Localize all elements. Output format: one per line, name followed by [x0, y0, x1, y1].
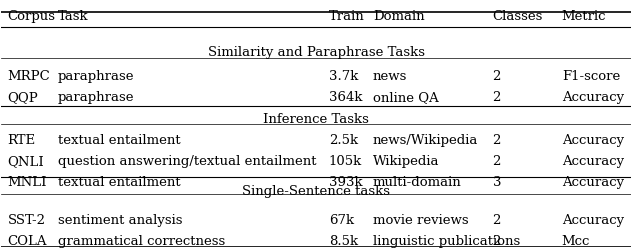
- Text: Accuracy: Accuracy: [562, 91, 624, 104]
- Text: COLA: COLA: [8, 235, 47, 248]
- Text: Accuracy: Accuracy: [562, 214, 624, 227]
- Text: Train: Train: [329, 10, 365, 23]
- Text: 2: 2: [493, 235, 501, 248]
- Text: MRPC: MRPC: [8, 70, 51, 83]
- Text: linguistic publications: linguistic publications: [373, 235, 520, 248]
- Text: 105k: 105k: [329, 155, 362, 168]
- Text: online QA: online QA: [373, 91, 438, 104]
- Text: 3: 3: [493, 176, 501, 189]
- Text: 2: 2: [493, 70, 501, 83]
- Text: paraphrase: paraphrase: [58, 70, 134, 83]
- Text: sentiment analysis: sentiment analysis: [58, 214, 182, 227]
- Text: Corpus: Corpus: [8, 10, 56, 23]
- Text: Similarity and Paraphrase Tasks: Similarity and Paraphrase Tasks: [208, 46, 425, 59]
- Text: movie reviews: movie reviews: [373, 214, 468, 227]
- Text: RTE: RTE: [8, 134, 36, 147]
- Text: 8.5k: 8.5k: [329, 235, 358, 248]
- Text: 2.5k: 2.5k: [329, 134, 358, 147]
- Text: Accuracy: Accuracy: [562, 134, 624, 147]
- Text: Classes: Classes: [493, 10, 543, 23]
- Text: SST-2: SST-2: [8, 214, 45, 227]
- Text: MNLI: MNLI: [8, 176, 47, 189]
- Text: 2: 2: [493, 91, 501, 104]
- Text: 3.7k: 3.7k: [329, 70, 358, 83]
- Text: grammatical correctness: grammatical correctness: [58, 235, 225, 248]
- Text: Accuracy: Accuracy: [562, 176, 624, 189]
- Text: Inference Tasks: Inference Tasks: [263, 113, 369, 126]
- Text: 67k: 67k: [329, 214, 354, 227]
- Text: Single-Sentence tasks: Single-Sentence tasks: [242, 185, 390, 198]
- Text: Metric: Metric: [562, 10, 606, 23]
- Text: Wikipedia: Wikipedia: [373, 155, 440, 168]
- Text: textual entailment: textual entailment: [58, 176, 180, 189]
- Text: 2: 2: [493, 214, 501, 227]
- Text: textual entailment: textual entailment: [58, 134, 180, 147]
- Text: F1-score: F1-score: [562, 70, 620, 83]
- Text: Accuracy: Accuracy: [562, 155, 624, 168]
- Text: Mcc: Mcc: [562, 235, 590, 248]
- Text: news: news: [373, 70, 407, 83]
- Text: news/Wikipedia: news/Wikipedia: [373, 134, 478, 147]
- Text: Task: Task: [58, 10, 89, 23]
- Text: 2: 2: [493, 134, 501, 147]
- Text: question answering/textual entailment: question answering/textual entailment: [58, 155, 317, 168]
- Text: QNLI: QNLI: [8, 155, 44, 168]
- Text: paraphrase: paraphrase: [58, 91, 134, 104]
- Text: 2: 2: [493, 155, 501, 168]
- Text: Domain: Domain: [373, 10, 424, 23]
- Text: 393k: 393k: [329, 176, 362, 189]
- Text: 364k: 364k: [329, 91, 362, 104]
- Text: QQP: QQP: [8, 91, 38, 104]
- Text: multi-domain: multi-domain: [373, 176, 461, 189]
